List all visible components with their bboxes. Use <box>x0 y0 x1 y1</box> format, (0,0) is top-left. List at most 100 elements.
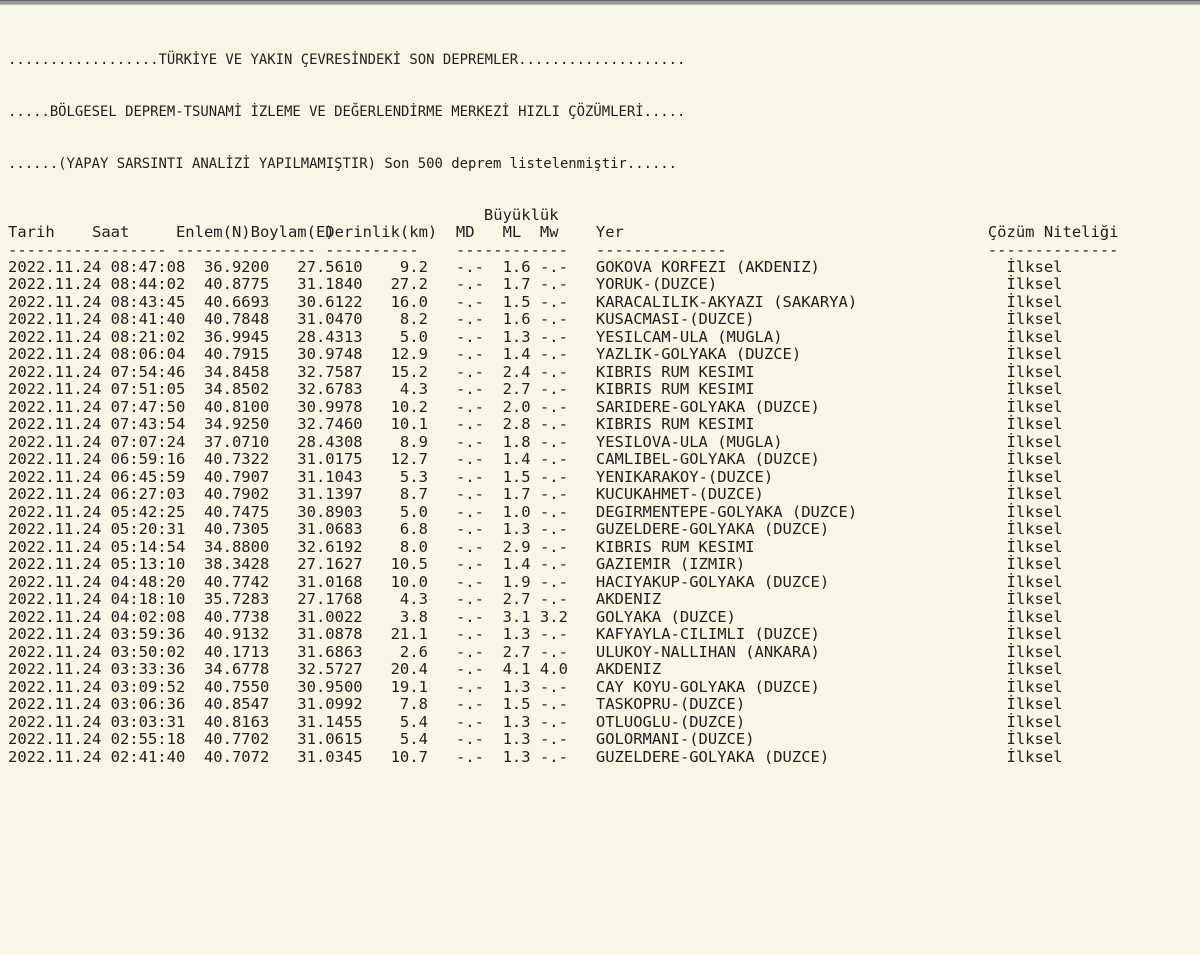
page-title-line-3: ......(YAPAY SARSINTI ANALİZİ YAPILMAMIŞ… <box>8 155 678 172</box>
cell-ml: 1.3 <box>502 747 531 766</box>
cell-ml: 2.7 <box>502 380 531 399</box>
cell-depth: 2.6 <box>399 642 428 661</box>
cell-location: KUSACMASI-(DUZCE) <box>595 310 755 329</box>
cell-depth: 10.2 <box>390 397 428 416</box>
cell-date: 2022.11.24 <box>8 467 102 486</box>
cell-solution-quality: İlksel <box>1006 467 1063 486</box>
cell-longitude: 31.0022 <box>297 607 363 626</box>
cell-date: 2022.11.24 <box>8 677 102 696</box>
earthquake-row: 2022.11.24 08:44:02 40.8775 31.1840 27.2… <box>8 276 1200 294</box>
cell-mw: -.- <box>539 450 568 469</box>
header-divider-row: ---------- -------- -------- ------- ---… <box>8 240 1200 259</box>
divider-quality: -------------- <box>987 240 1119 259</box>
cell-depth: 6.8 <box>399 520 428 539</box>
cell-longitude: 32.6783 <box>297 380 363 399</box>
cell-mw: -.- <box>539 415 568 434</box>
cell-location: GOKOVA KORFEZI (AKDENIZ) <box>595 257 820 276</box>
cell-latitude: 34.9250 <box>203 415 270 434</box>
earthquake-row: 2022.11.24 08:21:02 36.9945 28.4313 5.0 … <box>8 327 1200 347</box>
cell-md: -.- <box>455 415 484 434</box>
cell-latitude: 40.7475 <box>203 502 270 521</box>
col-header-mw: Mw <box>539 223 559 242</box>
cell-latitude: 40.7848 <box>203 310 270 329</box>
window-top-edge <box>0 0 1200 5</box>
cell-solution-quality: İlksel <box>1006 730 1063 749</box>
cell-md: -.- <box>455 677 484 696</box>
cell-location: KARACALILIK-AKYAZI (SAKARYA) <box>595 292 858 311</box>
cell-time: 05:13:10 <box>110 555 186 574</box>
cell-md: -.- <box>455 747 484 766</box>
cell-md: -.- <box>455 607 484 626</box>
cell-solution-quality: İlksel <box>1006 257 1063 276</box>
cell-date: 2022.11.24 <box>8 327 102 346</box>
cell-location: DEGIRMENTEPE-GOLYAKA (DUZCE) <box>595 502 858 521</box>
cell-ml: 1.8 <box>502 432 531 451</box>
cell-depth: 8.0 <box>399 537 428 556</box>
cell-time: 07:51:05 <box>110 380 186 399</box>
earthquake-row: 2022.11.24 05:13:10 38.3428 27.1627 10.5… <box>8 556 1200 574</box>
cell-latitude: 40.8547 <box>203 695 270 714</box>
cell-depth: 5.3 <box>399 467 428 486</box>
cell-depth: 21.1 <box>390 625 428 644</box>
cell-time: 05:42:25 <box>110 502 186 521</box>
cell-md: -.- <box>455 397 484 416</box>
cell-md: -.- <box>455 625 484 644</box>
cell-mw: -.- <box>539 520 568 539</box>
cell-latitude: 38.3428 <box>203 555 270 574</box>
cell-solution-quality: İlksel <box>1006 625 1063 644</box>
cell-solution-quality: İlksel <box>1006 362 1063 381</box>
cell-solution-quality: İlksel <box>1006 712 1063 731</box>
cell-date: 2022.11.24 <box>8 485 102 504</box>
cell-latitude: 40.8163 <box>203 712 270 731</box>
cell-longitude: 30.8903 <box>297 502 363 521</box>
cell-mw: -.- <box>539 642 568 661</box>
cell-md: -.- <box>455 520 484 539</box>
earthquake-row: 2022.11.24 06:45:59 40.7907 31.1043 5.3 … <box>8 467 1200 487</box>
cell-location: YORUK-(DUZCE) <box>595 275 718 294</box>
cell-time: 03:59:36 <box>110 625 186 644</box>
cell-latitude: 40.9132 <box>203 625 270 644</box>
cell-solution-quality: İlksel <box>1006 397 1063 416</box>
cell-ml: 1.9 <box>502 572 531 591</box>
cell-depth: 10.0 <box>390 572 428 591</box>
cell-time: 03:06:36 <box>110 695 186 714</box>
cell-mw: -.- <box>539 292 568 311</box>
cell-date: 2022.11.24 <box>8 660 102 679</box>
cell-location: ULUKOY-NALLIHAN (ANKARA) <box>595 642 820 661</box>
col-header-location: Yer <box>595 223 624 242</box>
cell-solution-quality: İlksel <box>1006 537 1063 556</box>
cell-location: YESILCAM-ULA (MUGLA) <box>595 327 783 346</box>
cell-latitude: 40.7742 <box>203 572 270 591</box>
cell-ml: 1.3 <box>502 327 531 346</box>
cell-mw: 4.0 <box>539 660 568 679</box>
cell-date: 2022.11.24 <box>8 450 102 469</box>
cell-date: 2022.11.24 <box>8 520 102 539</box>
cell-location: KIBRIS RUM KESIMI <box>595 380 755 399</box>
cell-ml: 1.5 <box>502 292 531 311</box>
cell-md: -.- <box>455 502 484 521</box>
cell-md: -.- <box>455 345 484 364</box>
cell-mw: -.- <box>539 590 568 609</box>
cell-time: 06:59:16 <box>110 450 186 469</box>
cell-depth: 5.4 <box>399 712 428 731</box>
divider-date: ---------- <box>8 240 102 259</box>
cell-date: 2022.11.24 <box>8 642 102 661</box>
earthquake-row: 2022.11.24 06:27:03 40.7902 31.1397 8.7 … <box>8 486 1200 504</box>
cell-location: KIBRIS RUM KESIMI <box>595 362 755 381</box>
cell-depth: 3.8 <box>399 607 428 626</box>
cell-mw: -.- <box>539 502 568 521</box>
col-header-date: Tarih <box>8 223 55 242</box>
cell-depth: 9.2 <box>399 257 428 276</box>
col-header-depth: Derinlik(km) <box>325 223 438 242</box>
cell-latitude: 40.7902 <box>203 485 270 504</box>
earthquake-row: 2022.11.24 05:42:25 40.7475 30.8903 5.0 … <box>8 502 1200 522</box>
cell-time: 08:21:02 <box>110 327 186 346</box>
cell-time: 07:43:54 <box>110 415 186 434</box>
cell-solution-quality: İlksel <box>1006 327 1063 346</box>
cell-latitude: 40.7072 <box>203 747 270 766</box>
cell-time: 03:03:31 <box>110 712 186 731</box>
col-header-longitude: Boylam(E) <box>250 223 335 242</box>
earthquake-row: 2022.11.24 06:59:16 40.7322 31.0175 12.7… <box>8 451 1200 469</box>
cell-location: YESILOVA-ULA (MUGLA) <box>595 432 783 451</box>
cell-location: KIBRIS RUM KESIMI <box>595 415 755 434</box>
